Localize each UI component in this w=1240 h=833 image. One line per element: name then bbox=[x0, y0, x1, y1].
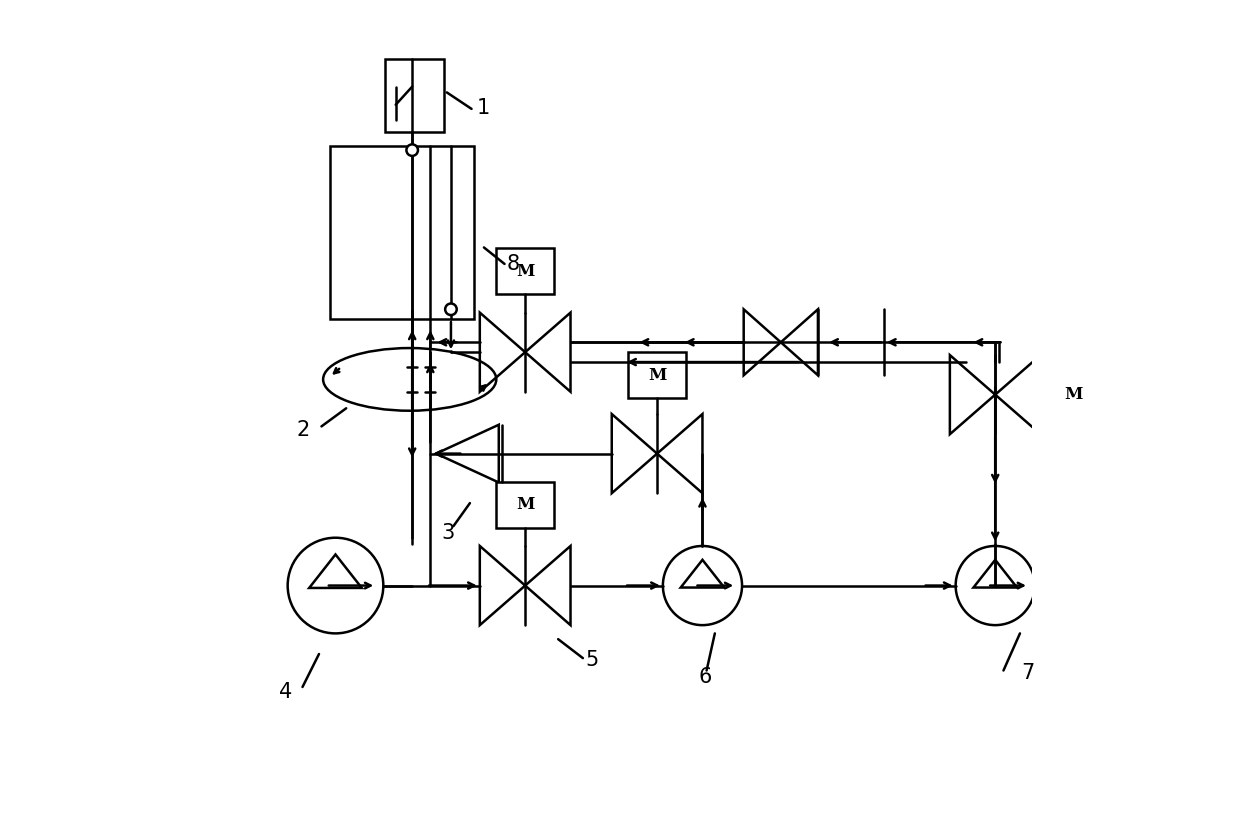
Bar bbox=[496, 248, 554, 294]
Text: M: M bbox=[649, 367, 666, 384]
Text: 8: 8 bbox=[507, 254, 520, 274]
Text: 7: 7 bbox=[1022, 663, 1035, 683]
Text: 6: 6 bbox=[698, 667, 712, 687]
Bar bbox=[330, 146, 474, 319]
Bar bbox=[1045, 372, 1102, 417]
Bar bbox=[384, 59, 444, 132]
Text: 3: 3 bbox=[441, 522, 454, 542]
Text: M: M bbox=[1064, 387, 1083, 403]
Bar bbox=[629, 352, 686, 398]
Bar bbox=[496, 481, 554, 528]
Circle shape bbox=[407, 144, 418, 156]
Text: 4: 4 bbox=[279, 681, 293, 701]
Text: 2: 2 bbox=[296, 421, 310, 441]
Text: M: M bbox=[516, 263, 534, 280]
Text: 5: 5 bbox=[585, 651, 599, 671]
Circle shape bbox=[445, 303, 456, 315]
Text: M: M bbox=[516, 496, 534, 513]
Text: 1: 1 bbox=[476, 97, 490, 117]
